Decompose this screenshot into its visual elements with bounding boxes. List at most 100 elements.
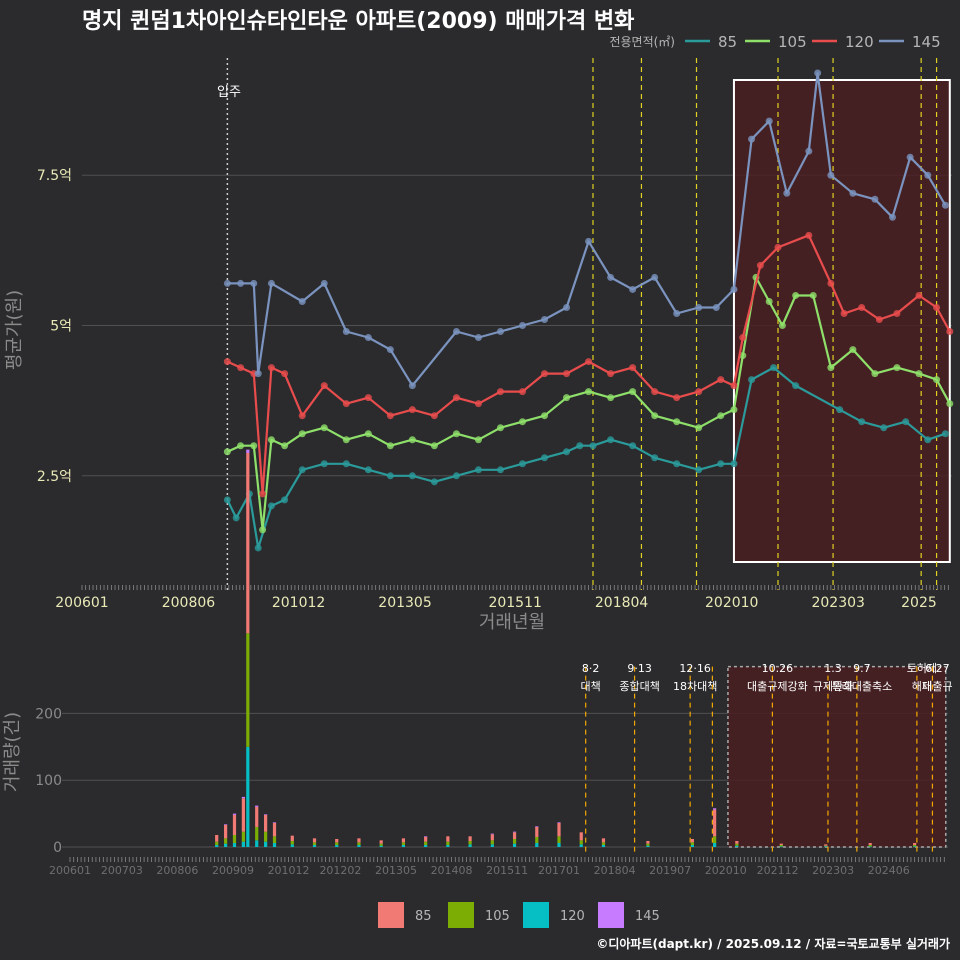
series-point-145 (563, 303, 571, 311)
series-point-85 (281, 496, 289, 504)
series-point-85 (541, 454, 549, 462)
series-point-120 (730, 382, 738, 390)
series-point-145 (541, 316, 549, 324)
series-point-120 (298, 412, 306, 420)
bar-145 (512, 831, 517, 833)
series-point-105 (809, 291, 817, 299)
bar-120 (264, 841, 268, 847)
series-point-85 (452, 472, 460, 480)
bar-85 (312, 838, 317, 843)
series-point-145 (805, 147, 813, 155)
bar-highlight (727, 665, 947, 848)
bar-145 (490, 833, 494, 835)
bar-x-tick-label: 200601 (49, 864, 91, 877)
series-point-145 (906, 153, 914, 161)
series-point-145 (814, 69, 822, 77)
series-point-85 (924, 436, 932, 444)
bar-105 (246, 633, 250, 747)
series-point-120 (840, 309, 848, 317)
bar-85 (913, 842, 917, 845)
series-point-145 (342, 328, 350, 336)
series-point-85 (430, 478, 438, 486)
bar-x-tick-label: 202112 (757, 864, 799, 877)
policy-label-date: 8·2 (582, 662, 600, 675)
chart-title: 명지 퀸덤1차아인슈타인타운 아파트(2009) 매매가격 변화 (82, 9, 634, 34)
series-point-105 (320, 424, 328, 432)
policy-label-date: 6.27 (925, 662, 950, 675)
bar-120 (312, 844, 317, 847)
bar-120 (232, 842, 237, 847)
bar-105 (264, 831, 268, 842)
series-point-105 (237, 442, 245, 450)
bar-120 (255, 840, 259, 847)
series-point-120 (474, 400, 482, 408)
legend-title: 전용면적(㎡) (609, 35, 675, 49)
series-point-145 (651, 273, 659, 281)
bar-85 (779, 843, 783, 845)
series-point-145 (607, 273, 615, 281)
bar-highlight-region (727, 665, 947, 848)
bar-120 (646, 845, 650, 847)
series-point-105 (871, 370, 879, 378)
bar-105 (357, 842, 361, 845)
series-point-145 (452, 328, 460, 336)
policy-label-date: 9·13 (627, 662, 652, 675)
bar-105 (335, 842, 339, 845)
series-point-105 (364, 430, 372, 438)
series-point-85 (254, 544, 262, 552)
bar-120 (272, 842, 277, 847)
series-point-105 (607, 394, 615, 402)
series-point-105 (342, 436, 350, 444)
series-point-145 (519, 322, 527, 330)
series-point-85 (748, 376, 756, 384)
series-point-85 (267, 502, 275, 510)
series-point-145 (223, 279, 231, 287)
bar-85 (272, 822, 277, 837)
series-point-145 (237, 279, 245, 287)
bottom-legend-swatch-145 (598, 902, 624, 928)
bar-120 (246, 746, 250, 847)
bar-145 (246, 449, 250, 453)
series-point-85 (941, 430, 949, 438)
bar-145 (232, 813, 237, 815)
series-point-120 (805, 231, 813, 239)
bar-105 (215, 841, 219, 845)
bar-85 (557, 822, 561, 837)
main-y-axis-label: 평균가(원) (4, 290, 25, 370)
bar-105 (241, 831, 245, 842)
series-point-120 (281, 370, 289, 378)
bar-x-tick-label: 200806 (156, 864, 198, 877)
series-point-120 (717, 376, 725, 384)
bar-105 (557, 836, 561, 843)
bar-120 (290, 844, 294, 847)
bar-120 (735, 845, 739, 847)
bar-series (215, 449, 917, 847)
series-point-145 (386, 346, 394, 354)
series-point-85 (858, 418, 866, 426)
series-point-105 (739, 352, 747, 360)
series-point-85 (629, 442, 637, 450)
series-point-120 (496, 388, 504, 396)
series-point-85 (298, 466, 306, 474)
bar-85 (646, 840, 650, 844)
bar-105 (490, 840, 494, 845)
series-point-105 (430, 442, 438, 450)
main-series (223, 69, 954, 552)
bar-145 (255, 805, 259, 807)
series-point-85 (589, 442, 597, 450)
bar-145 (223, 824, 228, 825)
series-point-105 (452, 430, 460, 438)
series-point-120 (364, 394, 372, 402)
bar-x-tick-label: 200703 (101, 864, 143, 877)
series-point-105 (267, 436, 275, 444)
series-point-145 (629, 285, 637, 293)
series-point-85 (223, 496, 231, 504)
series-point-120 (933, 303, 941, 311)
series-line-105 (226, 276, 951, 532)
main-y-tick-label: 7.5억 (37, 168, 72, 184)
bar-120 (579, 844, 583, 847)
bar-105 (913, 844, 917, 847)
bar-85 (713, 809, 717, 837)
series-point-105 (281, 442, 289, 450)
